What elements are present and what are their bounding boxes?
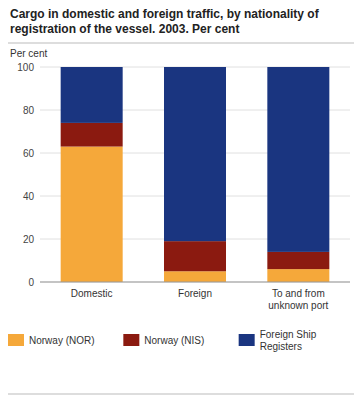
title: Cargo in domestic and foreign traffic, b… — [10, 7, 320, 36]
legend-swatch — [239, 334, 255, 346]
legend: Norway (NOR) Norway (NIS) Foreign ShipRegi… — [8, 329, 317, 352]
legend-label-line: Norway (NIS) — [144, 335, 204, 346]
y-tick-label: 100 — [17, 62, 34, 73]
bar — [267, 269, 329, 282]
x-tick-label-line: unknown port — [268, 300, 328, 311]
bar — [61, 67, 123, 123]
y-tick-label: 20 — [23, 234, 35, 245]
grid-line — [40, 282, 350, 283]
x-axis-line — [40, 282, 350, 283]
legend-swatch — [123, 334, 139, 346]
legend-label-line: Registers — [260, 341, 302, 352]
x-tick-label: Foreign — [178, 288, 212, 299]
y-tick-label: 0 — [28, 277, 34, 288]
title-line: Cargo in domestic and foreign traffic, b… — [10, 7, 320, 21]
bar — [164, 241, 226, 271]
x-tick-label: To and fromunknown port — [268, 288, 328, 311]
x-tick-label-line: To and from — [272, 288, 325, 299]
bottom-rule — [8, 394, 354, 395]
legend-label: Norway (NOR) — [29, 335, 95, 346]
y-tick-label: 80 — [23, 105, 35, 116]
bar — [61, 147, 123, 282]
legend-label: Foreign ShipRegisters — [260, 329, 317, 352]
legend-label-line: Norway (NOR) — [29, 335, 95, 346]
bar — [267, 67, 329, 252]
y-axis-label: Per cent — [10, 48, 47, 59]
bar — [61, 123, 123, 147]
legend-label-line: Foreign Ship — [260, 329, 317, 340]
x-tick-label-line: Foreign — [178, 288, 212, 299]
title-rule — [8, 43, 354, 44]
bar — [267, 252, 329, 269]
legend-label: Norway (NIS) — [144, 335, 204, 346]
chart: Cargo in domestic and foreign traffic, b… — [0, 0, 362, 404]
title-line: registration of the vessel. 2003. Per ce… — [10, 22, 239, 36]
x-tick-label-line: Domestic — [71, 288, 113, 299]
y-tick-label: 40 — [23, 191, 35, 202]
bars — [61, 67, 330, 282]
bar — [164, 271, 226, 282]
x-tick-label: Domestic — [71, 288, 113, 299]
legend-swatch — [8, 334, 24, 346]
y-tick-label: 60 — [23, 148, 35, 159]
bar — [164, 67, 226, 241]
